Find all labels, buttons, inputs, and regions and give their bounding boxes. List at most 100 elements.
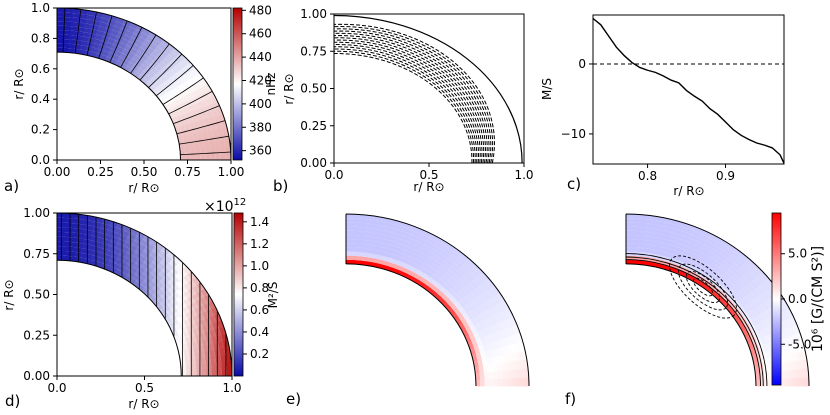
heatmap-cell [689, 225, 701, 233]
heatmap-cell [748, 299, 758, 309]
heatmap-cell [63, 227, 72, 233]
heatmap-cell [748, 266, 760, 277]
heatmap-cell [481, 318, 490, 329]
heatmap-cell [387, 235, 398, 243]
y-tick-label: 1.4 [250, 215, 269, 229]
heatmap-cell [444, 279, 454, 289]
heatmap-cell [717, 296, 727, 305]
x-tick-label: 0.25 [87, 165, 114, 179]
heatmap-cell [440, 260, 451, 269]
heatmap-cell [108, 255, 117, 263]
heatmap-cell [62, 30, 71, 35]
heatmap-cell [345, 247, 355, 252]
heatmap-cell [219, 348, 226, 357]
heatmap-cell [784, 317, 793, 328]
panel-c-y-ticks: −10 0 [561, 57, 593, 141]
heatmap-cell [730, 273, 741, 283]
heatmap-cell [84, 253, 93, 260]
heatmap-cell [360, 243, 371, 250]
heatmap-cell [202, 324, 210, 333]
heatmap-cell [465, 310, 475, 320]
y-tick-label: 0.6 [250, 303, 269, 317]
panel-b-label: b) [273, 177, 288, 195]
heatmap-cell [91, 42, 99, 49]
heatmap-cell [787, 352, 794, 363]
panel-c-label: c) [567, 175, 581, 193]
heatmap-cell [759, 335, 767, 345]
heatmap-cell [102, 46, 111, 53]
heatmap-cell [625, 243, 635, 248]
heatmap-cell [209, 329, 217, 338]
outer-boundary [56, 7, 232, 161]
heatmap-cell [483, 289, 493, 300]
heatmap-cell [511, 377, 516, 387]
heatmap-cell [781, 345, 788, 355]
heatmap-cell [468, 332, 476, 342]
heatmap-cell [455, 290, 465, 300]
heatmap-cell [461, 328, 469, 337]
panel-b-y-ticks: 0.00 0.25 0.50 0.75 1.00 [300, 7, 334, 170]
heatmap-cell [465, 326, 473, 335]
heatmap-cell [477, 344, 485, 353]
dashed-line [333, 26, 494, 164]
heatmap-cell [353, 234, 364, 240]
heatmap-cell [199, 351, 206, 359]
heatmap-cell [625, 238, 635, 244]
heatmap-cell [721, 271, 732, 281]
x-tick-label: 0.0 [47, 381, 66, 395]
heatmap-cell [99, 223, 109, 230]
heatmap-cell [205, 153, 211, 161]
heatmap-cell [642, 227, 654, 233]
heatmap-cell [395, 260, 405, 267]
dashed-line [333, 46, 478, 164]
heatmap-cell [722, 256, 734, 266]
heatmap-cell [684, 236, 696, 245]
heatmap-cell [195, 298, 204, 308]
heatmap-cell [70, 21, 79, 27]
heatmap-cell [793, 359, 800, 370]
heatmap-cell [185, 364, 192, 371]
heatmap-cell [639, 260, 648, 266]
heatmap-cell [398, 252, 409, 260]
y-tick-label: 0.50 [300, 82, 327, 96]
heatmap-cell [207, 129, 214, 137]
heatmap-cell [500, 328, 508, 339]
heatmap-cell [173, 63, 183, 72]
heatmap-cell [641, 235, 652, 241]
contour-line [180, 151, 231, 156]
heatmap-cell [405, 255, 416, 263]
heatmap-cell [179, 277, 188, 286]
heatmap-cell [388, 231, 399, 239]
heatmap-cell [696, 232, 708, 241]
heatmap-cell [735, 255, 746, 265]
heatmap-cell [418, 247, 430, 256]
heatmap-cell [183, 290, 192, 299]
heatmap-cell [207, 343, 215, 352]
heatmap-cell [80, 248, 88, 254]
heatmap-cell [742, 272, 753, 283]
heatmap-cell [481, 279, 491, 291]
heatmap-cell [354, 214, 366, 220]
heatmap-cell [488, 378, 494, 387]
heatmap-cell [200, 154, 206, 161]
heatmap-cell [118, 260, 127, 268]
heatmap-cell [189, 122, 196, 129]
heatmap-cell [95, 30, 104, 37]
heatmap-cell [469, 316, 478, 326]
heatmap-cell [715, 266, 725, 276]
heatmap-cell [633, 239, 643, 244]
inner-boundary [625, 263, 757, 387]
heatmap-cell [215, 355, 222, 364]
heatmap-cell [198, 119, 206, 127]
heatmap-cell [677, 230, 689, 238]
heatmap-cell [132, 235, 143, 244]
heatmap-cell [696, 251, 707, 259]
heatmap-cell [735, 290, 745, 300]
heatmap-cell [212, 342, 220, 351]
heatmap-cell [113, 242, 123, 250]
heatmap-cell [104, 249, 113, 257]
heatmap-cell [56, 43, 64, 48]
heatmap-cell [702, 239, 714, 249]
dashed-line [333, 52, 473, 164]
heatmap-cell [751, 276, 762, 286]
